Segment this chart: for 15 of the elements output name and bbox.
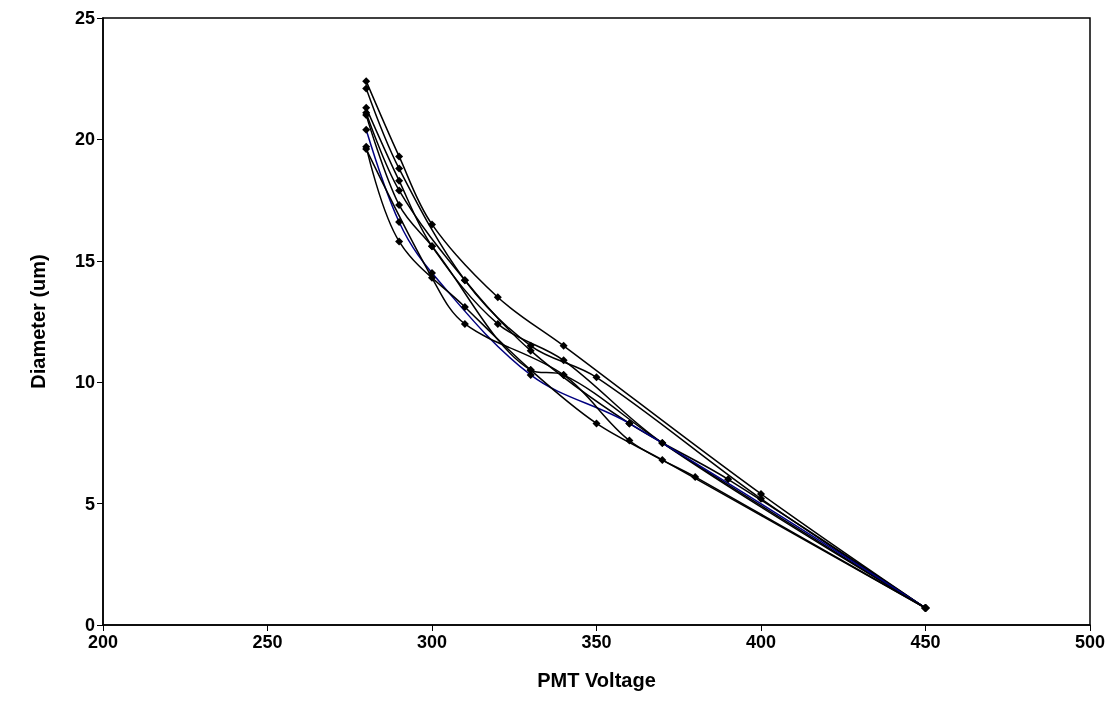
y-tick-label: 15 — [74, 250, 95, 271]
y-tick-label: 25 — [74, 8, 95, 28]
x-axis-title: PMT Voltage — [537, 669, 656, 691]
y-axis-title: Diameter (um) — [27, 254, 49, 389]
x-tick-label: 500 — [1074, 632, 1106, 652]
x-tick-label: 400 — [745, 632, 777, 652]
y-tick-label: 5 — [84, 493, 95, 514]
y-tick-label: 0 — [84, 615, 95, 635]
y-tick-label: 20 — [74, 129, 95, 150]
x-tick-label: 350 — [581, 632, 612, 652]
x-tick-label: 450 — [910, 632, 941, 652]
x-tick-label: 250 — [252, 632, 283, 652]
y-tick-label: 10 — [74, 372, 95, 393]
x-tick-label: 200 — [87, 632, 119, 652]
x-tick-label: 300 — [416, 632, 448, 652]
